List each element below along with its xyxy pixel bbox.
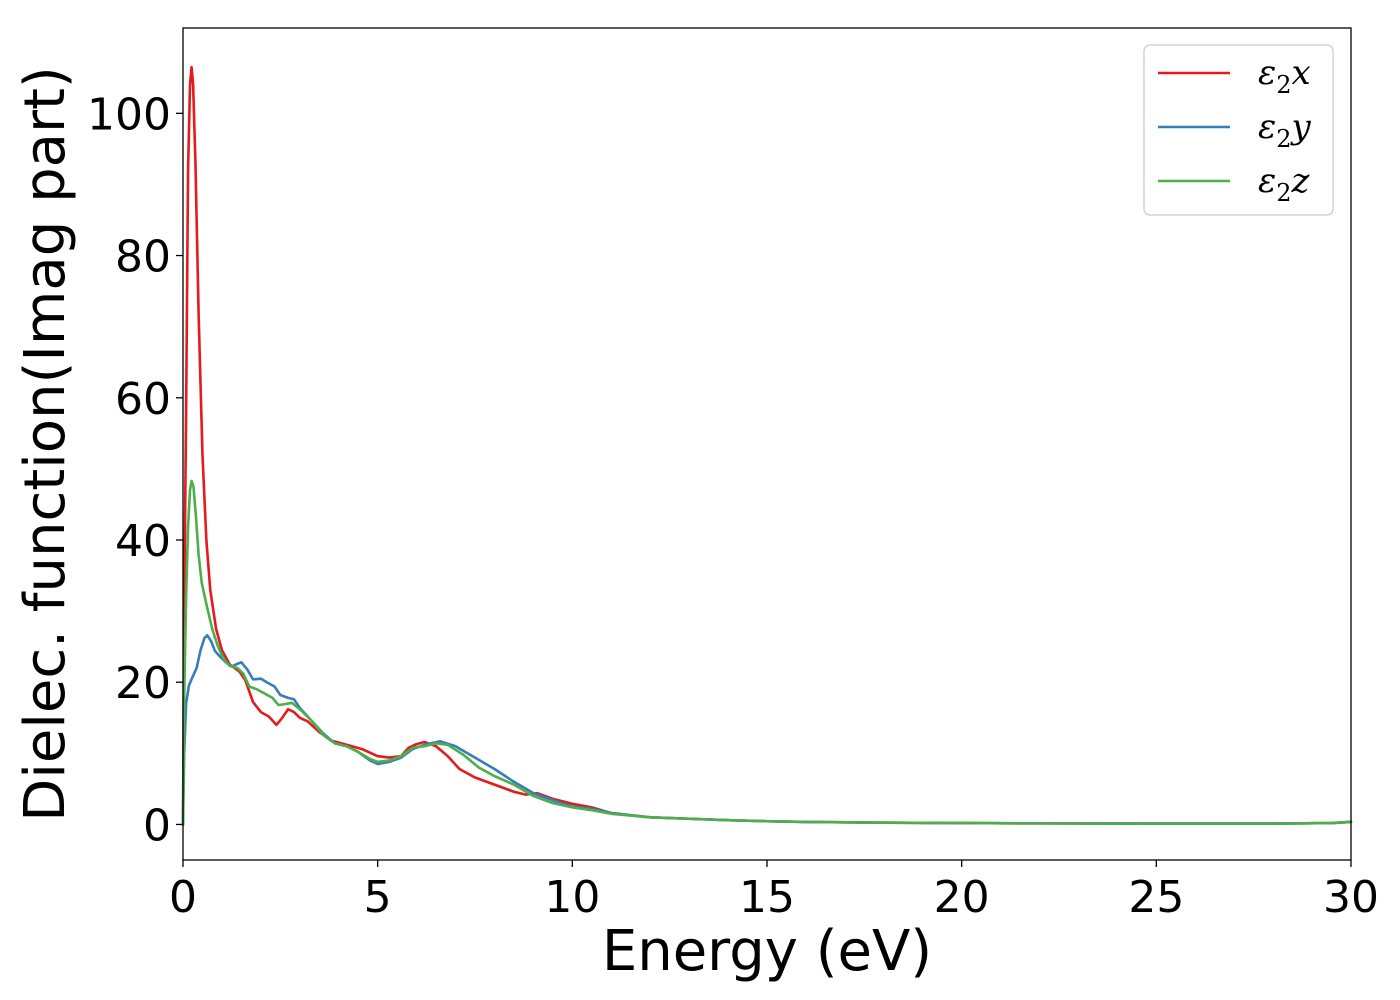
x-tick-label: 5: [364, 872, 392, 923]
series-line-z: [181, 479, 1353, 826]
y-tick-label: 0: [143, 800, 171, 851]
series-layer: [181, 65, 1353, 826]
legend-label-tail: y: [1290, 107, 1312, 147]
legend-label-subscript: 2: [1276, 125, 1291, 153]
legend-label-z: ε2z: [1258, 161, 1311, 207]
legend-label-base: ε: [1258, 53, 1276, 93]
tick-layer: 0 5 10 15 20 25 30 0 20 40 60 80 100: [87, 89, 1379, 923]
legend-label-base: ε: [1258, 161, 1276, 201]
y-tick-label: 40: [115, 516, 171, 567]
y-tick-label: 100: [87, 89, 171, 140]
y-axis-label: Dielec. function(Imag part): [13, 66, 78, 822]
x-axis-label: Energy (eV): [602, 919, 932, 984]
y-tick-label: 80: [115, 232, 171, 283]
legend-label-base: ε: [1258, 107, 1276, 147]
legend-label-tail: z: [1291, 161, 1311, 201]
x-tick-label: 20: [934, 872, 990, 923]
legend-label-x: ε2x: [1258, 53, 1311, 99]
plot-frame: [182, 27, 1352, 861]
x-tick-label: 15: [739, 872, 795, 923]
legend-label-y: ε2y: [1258, 107, 1312, 153]
x-tick-label: 10: [544, 872, 600, 923]
y-tick-label: 20: [115, 658, 171, 709]
legend-box: [1143, 44, 1334, 216]
y-tick-label: 60: [115, 374, 171, 425]
x-tick-label: 25: [1128, 872, 1184, 923]
legend-label-tail: x: [1292, 53, 1311, 93]
legend-label-subscript: 2: [1276, 179, 1291, 207]
x-tick-label: 30: [1323, 872, 1379, 923]
series-line-y: [181, 633, 1353, 826]
x-tick-label: 0: [169, 872, 197, 923]
legend-label-subscript: 2: [1276, 71, 1291, 99]
